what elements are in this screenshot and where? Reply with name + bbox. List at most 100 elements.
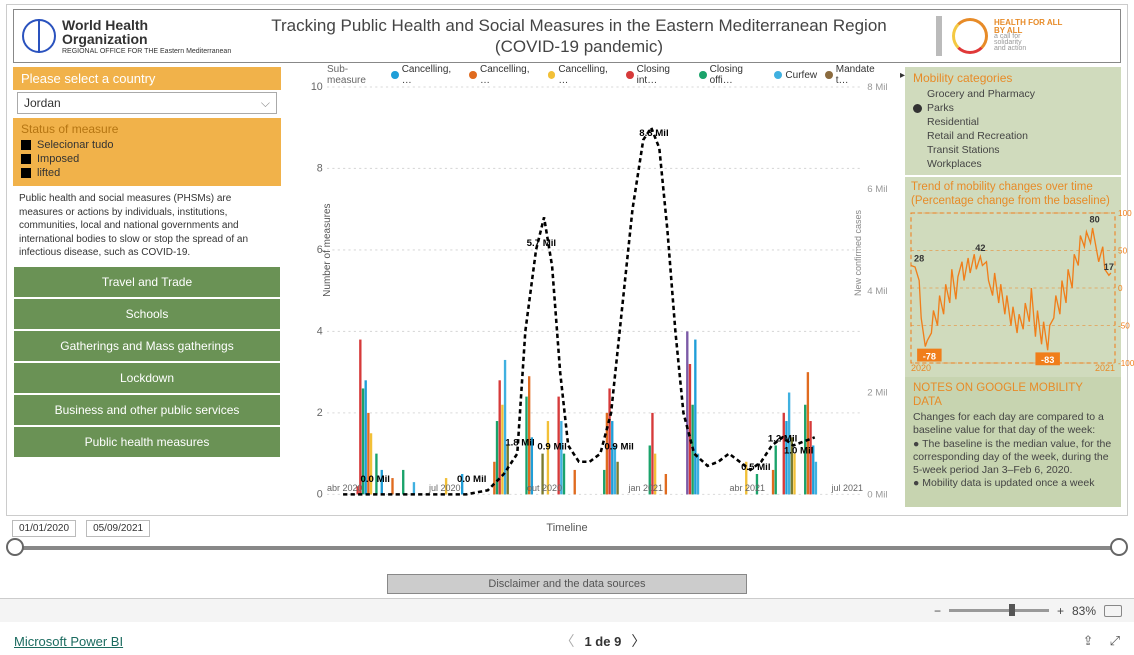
zoom-slider[interactable] <box>949 609 1049 612</box>
who-logo-block: World Health Organization REGIONAL OFFIC… <box>22 18 232 55</box>
svg-text:50: 50 <box>1118 245 1127 255</box>
page-navigator: 〈 1 de 9 〉 <box>560 631 645 651</box>
mobility-option[interactable]: Transit Stations <box>913 143 1113 157</box>
svg-text:10: 10 <box>311 81 323 93</box>
zoom-in-button[interactable]: + <box>1057 604 1064 618</box>
status-label: Status of measure <box>13 120 281 138</box>
footer-bar: Microsoft Power BI 〈 1 de 9 〉 ⇪ ⤢ <box>0 622 1134 655</box>
mobility-option[interactable]: Residential <box>913 115 1113 129</box>
legend-item[interactable]: Cancelling, … <box>391 64 461 86</box>
mobility-option[interactable]: Parks <box>913 101 1113 115</box>
timeline-handle-end[interactable] <box>1110 538 1128 556</box>
timeline-title: Timeline <box>6 520 1128 534</box>
legend-item[interactable]: Cancelling, … <box>469 64 539 86</box>
page-indicator: 1 de 9 <box>584 634 621 649</box>
chevron-down-icon: ⌵ <box>261 96 270 111</box>
svg-text:80: 80 <box>1089 213 1099 224</box>
svg-text:6 Mil: 6 Mil <box>867 184 887 195</box>
mobility-option[interactable]: Workplaces <box>913 157 1113 171</box>
mobility-categories-panel: Mobility categories Grocery and Pharmacy… <box>905 67 1121 175</box>
status-option[interactable]: Imposed <box>13 152 281 166</box>
timeline-start-date[interactable]: 01/01/2020 <box>12 520 76 537</box>
legend-item[interactable]: Closing int… <box>626 64 691 86</box>
status-option[interactable]: lifted <box>13 166 281 180</box>
status-option[interactable]: Selecionar tudo <box>13 138 281 152</box>
country-dropdown[interactable]: Jordan ⌵ <box>17 92 277 114</box>
category-button[interactable]: Schools <box>13 298 281 330</box>
timeline-slicer[interactable]: 01/01/2020 05/09/2021 Timeline <box>6 520 1128 568</box>
category-button[interactable]: Lockdown <box>13 362 281 394</box>
legend-title: Sub-measure <box>327 64 385 86</box>
mobility-option[interactable]: Retail and Recreation <box>913 129 1113 143</box>
mobility-trend-chart[interactable]: -100-5005010028-7842-838017 <box>911 213 1115 363</box>
svg-text:1.0 Mil: 1.0 Mil <box>784 446 813 457</box>
main-chart-area: Sub-measure Cancelling, … Cancelling, … Ca… <box>281 67 905 507</box>
svg-text:5.7 Mil: 5.7 Mil <box>527 238 556 249</box>
trend-x-end: 2021 <box>1095 363 1115 373</box>
fullscreen-icon[interactable]: ⤢ <box>1110 633 1120 649</box>
trend-x-start: 2020 <box>911 363 931 373</box>
fit-to-page-icon[interactable] <box>1104 605 1122 617</box>
header-banner: World Health Organization REGIONAL OFFIC… <box>13 9 1121 63</box>
svg-text:0.5 Mil: 0.5 Mil <box>741 462 770 473</box>
svg-text:8 Mil: 8 Mil <box>867 82 887 93</box>
notes-body: Changes for each day are compared to a b… <box>913 411 1113 490</box>
category-button[interactable]: Business and other public services <box>13 394 281 426</box>
legend-item[interactable]: Closing offi… <box>699 64 766 86</box>
zoom-toolbar: − + 83% <box>0 598 1134 622</box>
svg-text:-50: -50 <box>1118 320 1130 330</box>
powerbi-brand-link[interactable]: Microsoft Power BI <box>14 634 123 649</box>
report-page: World Health Organization REGIONAL OFFIC… <box>6 4 1128 516</box>
mobility-head: Mobility categories <box>913 71 1113 85</box>
status-filter: Status of measure Selecionar tudoImposed… <box>13 118 281 186</box>
svg-text:0 Mil: 0 Mil <box>867 490 887 501</box>
health-for-all-block: HEALTH FOR ALL BY ALL a call for solidar… <box>952 18 1112 54</box>
who-line2: Organization <box>62 31 148 47</box>
measures-chart[interactable]: 02468100 Mil2 Mil4 Mil6 Mil8 Mil0.0 Mil0… <box>327 87 863 494</box>
mobility-notes-panel: NOTES ON GOOGLE MOBILITY DATA Changes fo… <box>905 377 1121 507</box>
who-subline: REGIONAL OFFICE FOR THE Eastern Mediterr… <box>62 48 231 55</box>
who-logo-icon <box>22 19 56 53</box>
svg-text:1.8 Mil: 1.8 Mil <box>505 437 534 448</box>
phsm-description: Public health and social measures (PHSMs… <box>13 188 281 264</box>
svg-text:28: 28 <box>914 252 924 263</box>
prev-page-icon[interactable]: 〈 <box>560 631 574 651</box>
left-sidebar: Please select a country Jordan ⌵ Status … <box>13 67 281 507</box>
svg-text:0.9 Mil: 0.9 Mil <box>537 442 566 453</box>
country-select-label: Please select a country <box>13 67 281 90</box>
svg-text:0: 0 <box>317 489 323 501</box>
svg-text:1.2 Mil: 1.2 Mil <box>768 433 797 444</box>
next-page-icon[interactable]: 〉 <box>631 631 645 651</box>
timeline-track[interactable] <box>12 546 1122 550</box>
country-selected: Jordan <box>24 96 61 110</box>
legend-item[interactable]: Cancelling, … <box>548 64 618 86</box>
trend-head: Trend of mobility changes over time (Per… <box>911 181 1115 209</box>
chart-legend[interactable]: Sub-measure Cancelling, … Cancelling, … Ca… <box>287 67 905 83</box>
svg-text:0: 0 <box>1118 283 1123 293</box>
svg-text:8: 8 <box>317 163 323 175</box>
zoom-out-button[interactable]: − <box>934 604 941 618</box>
share-icon[interactable]: ⇪ <box>1083 633 1094 649</box>
svg-text:2: 2 <box>317 407 323 419</box>
svg-text:6: 6 <box>317 244 323 256</box>
mobility-trend-panel: Trend of mobility changes over time (Per… <box>905 177 1121 377</box>
svg-text:-78: -78 <box>923 350 936 361</box>
category-button[interactable]: Gatherings and Mass gatherings <box>13 330 281 362</box>
mobility-option[interactable]: Grocery and Pharmacy <box>913 87 1113 101</box>
category-button[interactable]: Public health measures <box>13 426 281 458</box>
hfa-sub3: and action <box>994 46 1062 52</box>
banner-divider <box>936 16 942 56</box>
x-axis-labels: abr 2020jul 2020out 2020jan 2021abr 2021… <box>327 483 863 493</box>
category-button[interactable]: Travel and Trade <box>13 266 281 298</box>
svg-text:8.3 Mil: 8.3 Mil <box>639 128 668 139</box>
svg-text:17: 17 <box>1104 260 1114 271</box>
svg-text:4 Mil: 4 Mil <box>867 286 887 297</box>
notes-head: NOTES ON GOOGLE MOBILITY DATA <box>913 381 1113 410</box>
timeline-handle-start[interactable] <box>6 538 24 556</box>
svg-text:-100: -100 <box>1118 358 1134 368</box>
disclaimer-button[interactable]: Disclaimer and the data sources <box>387 574 747 594</box>
legend-item[interactable]: Curfew <box>774 64 817 86</box>
timeline-end-date[interactable]: 05/09/2021 <box>86 520 150 537</box>
legend-next-icon[interactable]: ▸ <box>900 70 905 81</box>
svg-text:42: 42 <box>975 242 985 253</box>
